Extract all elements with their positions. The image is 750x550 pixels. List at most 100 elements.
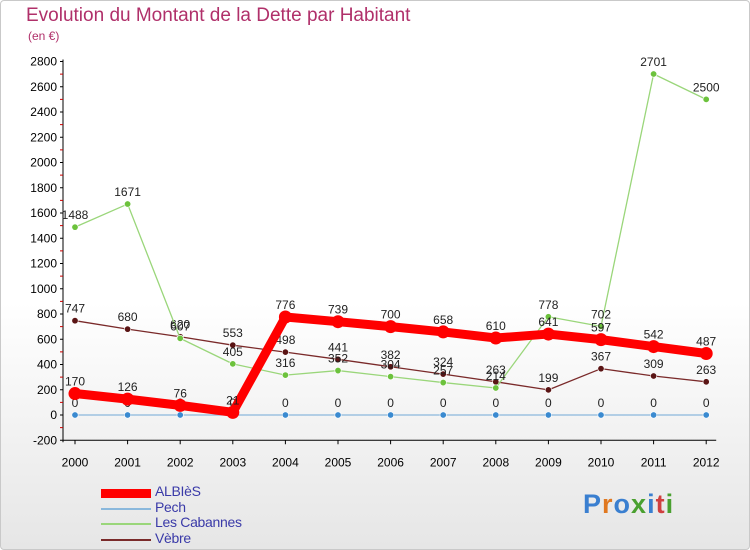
legend-swatch (101, 507, 151, 510)
x-tick-label: 2005 (325, 455, 352, 469)
data-point (278, 310, 292, 324)
data-label: 680 (118, 310, 138, 324)
data-point (331, 315, 345, 329)
x-tick-label: 2009 (535, 455, 562, 469)
data-point (71, 223, 79, 231)
data-label: 498 (275, 333, 295, 347)
data-point (226, 405, 240, 419)
data-point (68, 387, 82, 401)
proxiti-logo: Proxiti (583, 489, 674, 520)
data-label: 382 (381, 348, 401, 362)
x-tick-label: 2006 (377, 455, 404, 469)
data-label: 304 (381, 358, 401, 372)
legend-label: Vèbre (155, 529, 191, 546)
data-point (650, 411, 658, 419)
data-label: 199 (538, 371, 558, 385)
data-label: 487 (696, 335, 716, 349)
legend-swatch (101, 488, 151, 498)
y-tick-label: 800 (37, 307, 57, 321)
x-tick-label: 2011 (641, 455, 667, 469)
data-point (544, 386, 552, 394)
y-tick-label: 2600 (30, 80, 57, 94)
legend-swatch (101, 538, 151, 541)
data-point (594, 333, 608, 347)
data-point (541, 327, 555, 341)
data-point (439, 370, 447, 378)
data-point (229, 341, 237, 349)
data-point (71, 411, 79, 419)
data-label: 324 (433, 355, 453, 369)
x-tick-label: 2008 (482, 455, 509, 469)
logo-letter: i (665, 489, 675, 519)
chart-title: Evolution du Montant de la Dette par Hab… (26, 5, 411, 26)
data-point (124, 411, 132, 419)
y-tick-label: 600 (37, 332, 57, 346)
data-point (702, 411, 710, 419)
data-label: 747 (65, 302, 85, 316)
data-label: 352 (328, 352, 348, 366)
data-label: 0 (440, 396, 447, 410)
data-label: 739 (328, 303, 348, 317)
data-point (647, 340, 661, 354)
data-label: 76 (174, 386, 188, 400)
data-label: 309 (644, 357, 664, 371)
data-point (544, 313, 552, 321)
y-tick-label: 1800 (30, 181, 57, 195)
data-point (124, 200, 132, 208)
data-point (173, 398, 187, 412)
data-label: 620 (170, 318, 190, 332)
data-label: 126 (118, 380, 138, 394)
data-point (124, 325, 132, 333)
y-tick-label: 2400 (30, 105, 57, 119)
data-point (492, 411, 500, 419)
y-tick-label: 1400 (30, 231, 57, 245)
y-tick-label: 1200 (30, 257, 57, 271)
data-point (650, 372, 658, 380)
x-tick-label: 2002 (167, 455, 194, 469)
logo-letter: t (655, 489, 666, 519)
data-label: 441 (328, 340, 348, 354)
data-label: 0 (492, 396, 499, 410)
data-label: 170 (65, 375, 85, 389)
y-tick-label: 2000 (30, 156, 57, 170)
data-label: 2701 (640, 55, 667, 69)
logo-letter: i (647, 489, 656, 519)
data-point (334, 411, 342, 419)
logo-letter: o (613, 489, 632, 519)
data-point (387, 411, 395, 419)
data-point (281, 348, 289, 356)
data-point (439, 379, 447, 387)
data-point (439, 411, 447, 419)
data-label: 1488 (62, 208, 89, 222)
data-label: 316 (275, 356, 295, 370)
data-point (281, 371, 289, 379)
data-point (702, 378, 710, 386)
data-label: 214 (486, 369, 506, 383)
data-label: 0 (282, 396, 289, 410)
y-tick-label: 2800 (30, 55, 57, 69)
data-point (176, 411, 184, 419)
data-label: 700 (381, 308, 401, 322)
data-label: 0 (703, 396, 710, 410)
data-label: 0 (387, 396, 394, 410)
data-label: 0 (650, 396, 657, 410)
data-point (436, 325, 450, 339)
data-label: 2500 (693, 80, 720, 94)
data-label: 257 (433, 364, 453, 378)
data-label: 658 (433, 313, 453, 327)
x-tick-label: 2003 (219, 455, 246, 469)
data-label: 1671 (114, 185, 141, 199)
data-label: 0 (545, 396, 552, 410)
data-label: 641 (538, 315, 558, 329)
logo-letter: P (583, 489, 603, 519)
data-label: 263 (486, 363, 506, 377)
data-label: 776 (275, 298, 295, 312)
data-label: 607 (170, 319, 190, 333)
logo-letter: r (602, 489, 614, 519)
data-label: 553 (223, 326, 243, 340)
y-tick-label: 1600 (30, 206, 57, 220)
data-label: 610 (486, 319, 506, 333)
legend-label: Les Cabannes (155, 514, 242, 530)
data-point (492, 384, 500, 392)
